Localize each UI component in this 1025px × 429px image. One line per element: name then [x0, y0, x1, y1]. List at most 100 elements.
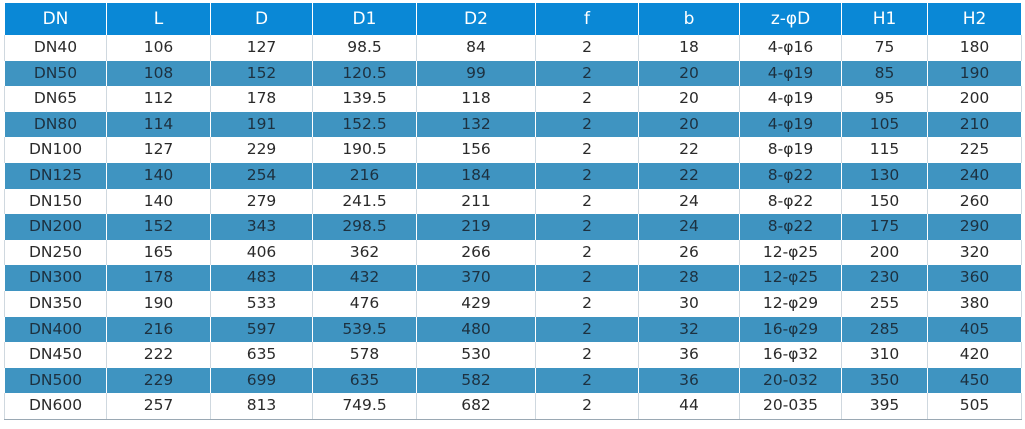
cell-h1: 150 — [841, 188, 928, 215]
cell-b: 22 — [638, 162, 740, 189]
cell-bolt-holes: 4-φ19 — [739, 86, 842, 112]
cell-dn: DN500 — [4, 367, 107, 394]
cell-d2: 530 — [416, 342, 536, 368]
cell-f: 2 — [535, 393, 639, 420]
cell-l: 190 — [106, 290, 211, 317]
cell-l: 127 — [106, 137, 211, 163]
cell-d2: 211 — [416, 188, 536, 215]
cell-h1: 105 — [841, 111, 928, 138]
dimension-table-container: DN L D D1 D2 f b z-φD H1 H2 DN40 106 127 98… — [4, 3, 1022, 420]
cell-l: 216 — [106, 316, 211, 343]
cell-d: 699 — [210, 367, 313, 394]
cell-h1: 95 — [841, 86, 928, 112]
cell-b: 22 — [638, 137, 740, 163]
cell-f: 2 — [535, 86, 639, 112]
header-bolt-holes: z-φD — [739, 3, 842, 35]
cell-d1: 578 — [312, 342, 417, 368]
table-header: DN L D D1 D2 f b z-φD H1 H2 — [4, 3, 1022, 35]
cell-b: 36 — [638, 367, 740, 394]
cell-d2: 132 — [416, 111, 536, 138]
cell-bolt-holes: 8-φ22 — [739, 214, 842, 240]
cell-h2: 380 — [927, 290, 1022, 317]
cell-l: 114 — [106, 111, 211, 138]
cell-h2: 200 — [927, 86, 1022, 112]
cell-d2: 156 — [416, 137, 536, 163]
cell-f: 2 — [535, 367, 639, 394]
table-row: DN80 114 191 152.5 132 2 20 4-φ19 105 210 — [4, 111, 1022, 138]
cell-b: 20 — [638, 86, 740, 112]
cell-f: 2 — [535, 162, 639, 189]
cell-d1: 139.5 — [312, 86, 417, 112]
table-row: DN450 222 635 578 530 2 36 16-φ32 310 420 — [4, 342, 1022, 368]
cell-l: 140 — [106, 162, 211, 189]
cell-f: 2 — [535, 188, 639, 215]
cell-d: 635 — [210, 342, 313, 368]
cell-d1: 298.5 — [312, 214, 417, 240]
cell-h1: 230 — [841, 265, 928, 291]
cell-h1: 130 — [841, 162, 928, 189]
cell-d2: 370 — [416, 265, 536, 291]
cell-d1: 241.5 — [312, 188, 417, 215]
table-row: DN500 229 699 635 582 2 36 20-032 350 450 — [4, 367, 1022, 394]
cell-h1: 75 — [841, 35, 928, 61]
cell-d2: 219 — [416, 214, 536, 240]
cell-h2: 240 — [927, 162, 1022, 189]
header-h1: H1 — [841, 3, 928, 35]
table-row: DN200 152 343 298.5 219 2 24 8-φ22 175 290 — [4, 214, 1022, 240]
cell-d: 406 — [210, 239, 313, 266]
cell-d: 279 — [210, 188, 313, 215]
header-h2: H2 — [927, 3, 1022, 35]
cell-l: 152 — [106, 214, 211, 240]
cell-d1: 362 — [312, 239, 417, 266]
cell-bolt-holes: 8-φ22 — [739, 188, 842, 215]
cell-bolt-holes: 12-φ25 — [739, 239, 842, 266]
cell-d: 254 — [210, 162, 313, 189]
cell-h2: 505 — [927, 393, 1022, 420]
cell-f: 2 — [535, 60, 639, 87]
cell-bolt-holes: 8-φ19 — [739, 137, 842, 163]
cell-dn: DN100 — [4, 137, 107, 163]
cell-bolt-holes: 12-φ29 — [739, 290, 842, 317]
cell-f: 2 — [535, 265, 639, 291]
header-d1: D1 — [312, 3, 417, 35]
cell-l: 257 — [106, 393, 211, 420]
cell-b: 24 — [638, 214, 740, 240]
cell-h1: 85 — [841, 60, 928, 87]
cell-dn: DN450 — [4, 342, 107, 368]
cell-d2: 266 — [416, 239, 536, 266]
cell-h2: 210 — [927, 111, 1022, 138]
cell-b: 44 — [638, 393, 740, 420]
table-row: DN400 216 597 539.5 480 2 32 16-φ29 285 405 — [4, 316, 1022, 343]
cell-d2: 582 — [416, 367, 536, 394]
cell-dn: DN200 — [4, 214, 107, 240]
cell-h1: 115 — [841, 137, 928, 163]
cell-dn: DN400 — [4, 316, 107, 343]
cell-h2: 290 — [927, 214, 1022, 240]
cell-h1: 310 — [841, 342, 928, 368]
cell-d1: 152.5 — [312, 111, 417, 138]
cell-d1: 539.5 — [312, 316, 417, 343]
cell-d1: 749.5 — [312, 393, 417, 420]
cell-d: 229 — [210, 137, 313, 163]
header-f: f — [535, 3, 639, 35]
cell-bolt-holes: 16-φ32 — [739, 342, 842, 368]
cell-dn: DN40 — [4, 35, 107, 61]
cell-h1: 175 — [841, 214, 928, 240]
cell-f: 2 — [535, 111, 639, 138]
table-body: DN40 106 127 98.5 84 2 18 4-φ16 75 180 DN50 108 152 1… — [4, 35, 1022, 420]
cell-d1: 476 — [312, 290, 417, 317]
cell-h2: 450 — [927, 367, 1022, 394]
cell-l: 106 — [106, 35, 211, 61]
cell-d2: 184 — [416, 162, 536, 189]
table-row: DN300 178 483 432 370 2 28 12-φ25 230 360 — [4, 265, 1022, 291]
cell-bolt-holes: 12-φ25 — [739, 265, 842, 291]
cell-d1: 216 — [312, 162, 417, 189]
cell-h2: 405 — [927, 316, 1022, 343]
cell-d2: 99 — [416, 60, 536, 87]
cell-dn: DN80 — [4, 111, 107, 138]
table-row: DN350 190 533 476 429 2 30 12-φ29 255 380 — [4, 290, 1022, 317]
cell-d: 178 — [210, 86, 313, 112]
cell-h2: 225 — [927, 137, 1022, 163]
cell-h2: 320 — [927, 239, 1022, 266]
cell-b: 20 — [638, 111, 740, 138]
